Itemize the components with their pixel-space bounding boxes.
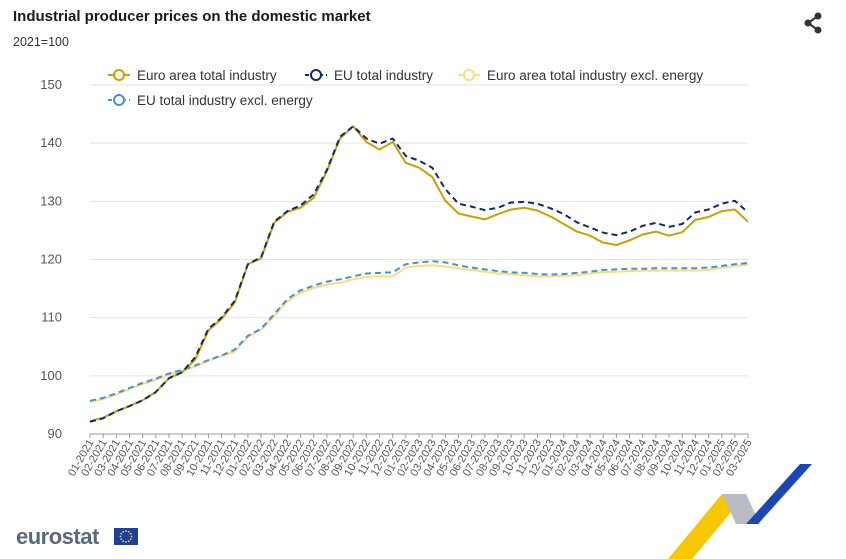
y-tick-label: 90 (48, 426, 62, 441)
chart-grid (90, 84, 748, 435)
y-tick-label: 140 (40, 135, 62, 150)
legend-label: Euro area total industry excl. energy (487, 68, 703, 83)
legend-marker (113, 94, 125, 106)
legend-label: EU total industry (334, 68, 433, 83)
chart-legend: Euro area total industry EU total industr… (108, 68, 703, 108)
eurostat-logo: eurostat (16, 524, 99, 549)
page-title: Industrial producer prices on the domest… (13, 8, 371, 25)
series-line (89, 263, 749, 403)
eu-flag-icon (114, 528, 138, 545)
share-icon[interactable] (800, 10, 826, 36)
legend-item[interactable]: Euro area total industry excl. energy (458, 68, 703, 83)
legend-item[interactable]: Euro area total industry (108, 68, 277, 83)
legend-marker (463, 69, 475, 81)
legend-marker (113, 69, 125, 81)
series-line (89, 260, 749, 402)
y-tick-label: 130 (40, 193, 62, 208)
x-axis: 01-202102-202103-202104-202105-202106-20… (66, 434, 755, 478)
chart-series (89, 125, 749, 423)
legend-label: EU total industry excl. energy (137, 93, 313, 108)
legend-label: Euro area total industry (137, 68, 277, 83)
legend-marker (310, 69, 322, 81)
y-tick-label: 150 (40, 77, 62, 92)
y-tick-label: 120 (40, 252, 62, 267)
legend-item[interactable]: EU total industry excl. energy (108, 93, 313, 108)
y-tick-label: 100 (40, 368, 62, 383)
series-line (89, 125, 749, 423)
y-axis: 90 100 110 120 130 140 150 (40, 77, 62, 441)
legend-item[interactable]: EU total industry (305, 68, 433, 83)
y-tick-label: 110 (41, 310, 62, 325)
chart-subtitle: 2021=100 (13, 35, 69, 49)
eurostat-ribbon-decoration (668, 464, 812, 559)
series-line (89, 125, 749, 423)
